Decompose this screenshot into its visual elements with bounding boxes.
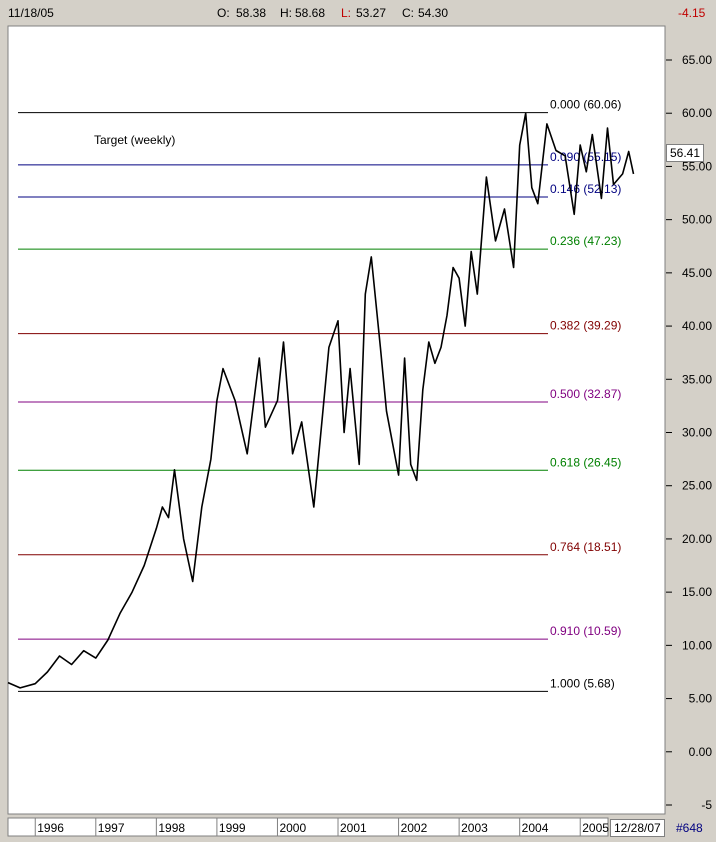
- y-tick-label-3: 50.00: [682, 213, 712, 227]
- open-label: O:: [217, 6, 230, 20]
- high-label: H:: [280, 6, 292, 20]
- fib-label-3: 0.236 (47.23): [550, 234, 621, 248]
- fib-label-5: 0.500 (32.87): [550, 387, 621, 401]
- y-tick-label-9: 20.00: [682, 532, 712, 546]
- x-tick-label-3: 1999: [219, 821, 246, 835]
- x-tick-label-8: 2004: [522, 821, 549, 835]
- fib-levels: 0.000 (60.06) 0.090 (55.15) 0.146 (52.13) 0…: [18, 98, 621, 692]
- fib-label-1: 0.090 (55.15): [550, 150, 621, 164]
- low-label: L:: [341, 6, 352, 20]
- header-date: 11/18/05: [8, 6, 54, 20]
- fib-label-6: 0.618 (26.45): [550, 455, 621, 469]
- y-tick-label-0: 65.00: [682, 53, 712, 67]
- x-tick-label-1: 1997: [98, 821, 125, 835]
- y-tick-label-10: 15.00: [682, 585, 712, 599]
- low-value: 53.27: [356, 6, 387, 20]
- close-value: 54.30: [418, 6, 449, 20]
- x-axis-panel: [7, 817, 609, 837]
- fib-label-7: 0.764 (18.51): [550, 540, 621, 554]
- y-axis: 65.00 60.00 55.00 50.00 45.00 40.00 35.00 30.00…: [666, 53, 712, 812]
- price-header: 11/18/05 O: 58.38 H: 58.68 L: 53.27 C: 5…: [0, 0, 716, 24]
- y-tick-label-14: -5: [701, 798, 712, 812]
- x-axis: 1996 1997 1998 1999 2000 2001 2002 2003 2004 2005: [34, 818, 609, 836]
- x-tick-label-5: 2001: [340, 821, 367, 835]
- y-tick-label-13: 0.00: [689, 745, 713, 759]
- y-tick-label-12: 5.00: [689, 692, 713, 706]
- open-value: 58.38: [236, 6, 267, 20]
- price-series-line: [7, 112, 635, 689]
- fib-label-4: 0.382 (39.29): [550, 319, 621, 333]
- x-tick-label-7: 2003: [461, 821, 488, 835]
- chart-id: #648: [676, 821, 703, 835]
- y-tick-label-8: 25.00: [682, 479, 712, 493]
- y-tick-label-11: 10.00: [682, 638, 712, 652]
- fib-label-8: 0.910 (10.59): [550, 624, 621, 638]
- y-tick-label-1: 60.00: [682, 106, 712, 120]
- fib-label-2: 0.146 (52.13): [550, 182, 621, 196]
- x-tick-label-9: 2005: [582, 821, 609, 835]
- end-date-box: 12/28/07: [610, 819, 665, 837]
- plot-area: [7, 25, 666, 815]
- fib-label-0: 0.000 (60.06): [550, 98, 621, 112]
- y-tick-label-5: 40.00: [682, 319, 712, 333]
- x-tick-label-6: 2002: [401, 821, 428, 835]
- high-value: 58.68: [295, 6, 326, 20]
- last-price-badge: 56.41: [666, 144, 705, 162]
- fib-label-9: 1.000 (5.68): [550, 676, 615, 690]
- y-tick-label-4: 45.00: [682, 266, 712, 280]
- chart-annotation: Target (weekly): [94, 133, 175, 147]
- y-tick-label-7: 30.00: [682, 426, 712, 440]
- y-tick-label-6: 35.00: [682, 372, 712, 386]
- x-tick-label-2: 1998: [158, 821, 185, 835]
- x-tick-label-4: 2000: [279, 821, 306, 835]
- change-value: -4.15: [678, 6, 706, 20]
- y-tick-label-2: 55.00: [682, 159, 712, 173]
- close-label: C:: [402, 6, 414, 20]
- x-tick-label-0: 1996: [37, 821, 64, 835]
